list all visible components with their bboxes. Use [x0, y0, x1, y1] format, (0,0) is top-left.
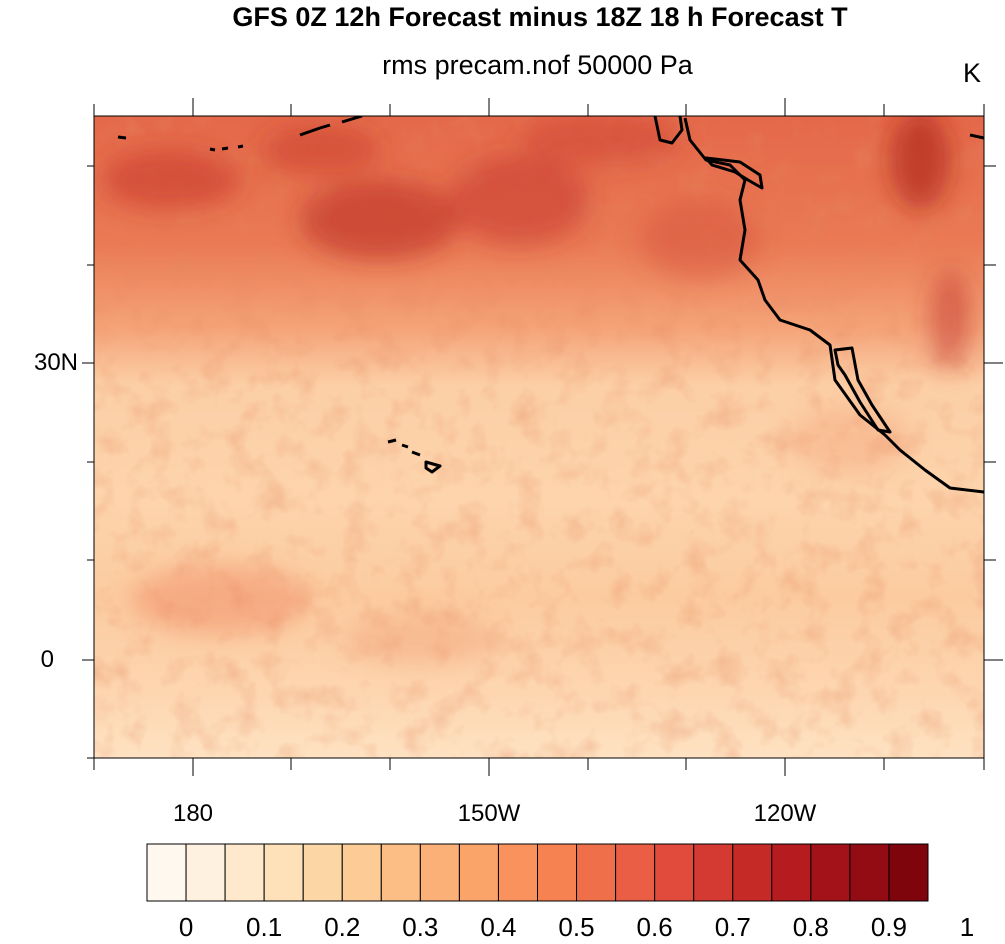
colorbar-swatch: [146, 843, 187, 902]
colorbar-swatch: [458, 843, 499, 902]
colorbar-swatch: [810, 843, 851, 902]
colorbar-tick-label: 0.3: [402, 912, 439, 942]
plot-title: GFS 0Z 12h Forecast minus 18Z 18 h Forec…: [232, 2, 848, 32]
colorbar-swatch: [732, 843, 773, 902]
colorbar-tick-label: 0.2: [324, 912, 361, 942]
colorbar-swatch: [263, 843, 304, 902]
colorbar-tick-label: 0.5: [558, 912, 595, 942]
colorbar-tick-label: 0.8: [792, 912, 829, 942]
map-frame: [93, 115, 985, 759]
lat-label-30n: 30N: [33, 349, 78, 376]
colorbar-swatch: [537, 843, 578, 902]
plot-subtitle: rms precam.nof 50000 Pa: [382, 50, 693, 80]
colorbar-swatch: [380, 843, 421, 902]
lat-label-equator: 0: [40, 646, 54, 673]
lon-label-120w: 120W: [753, 800, 817, 827]
colorbar-tick-label: 0.7: [714, 912, 751, 942]
colorbar-swatch: [497, 843, 539, 902]
colorbar-swatch: [771, 843, 812, 902]
axis-ticks: [82, 98, 1003, 776]
colorbar-tick-label: 0.4: [480, 912, 517, 942]
field-shading: [94, 116, 984, 758]
colorbar-swatch: [888, 843, 929, 902]
coastlines: [117, 116, 984, 494]
colorbar-tick-label: 0.6: [636, 912, 673, 942]
colorbar-swatch: [341, 843, 382, 902]
colorbar-swatch: [224, 843, 265, 902]
units-label: K: [962, 58, 981, 88]
colorbar-swatch: [419, 843, 460, 902]
colorbar-swatch: [615, 843, 656, 902]
colorbar-swatch: [693, 843, 734, 902]
colorbar-swatch: [654, 843, 695, 902]
colorbar-tick-label: 0.1: [246, 912, 283, 942]
colorbar-swatch: [185, 843, 226, 902]
colorbar: [146, 843, 929, 902]
lon-label-150w: 150W: [457, 800, 521, 827]
lon-label-180: 180: [172, 800, 214, 827]
colorbar-swatch: [576, 843, 617, 902]
colorbar-tick-label: 0: [178, 912, 194, 942]
colorbar-tick-label: 1: [959, 912, 975, 942]
colorbar-tick-label: 0.9: [870, 912, 907, 942]
colorbar-swatch: [302, 843, 343, 902]
colorbar-swatch: [849, 843, 890, 902]
